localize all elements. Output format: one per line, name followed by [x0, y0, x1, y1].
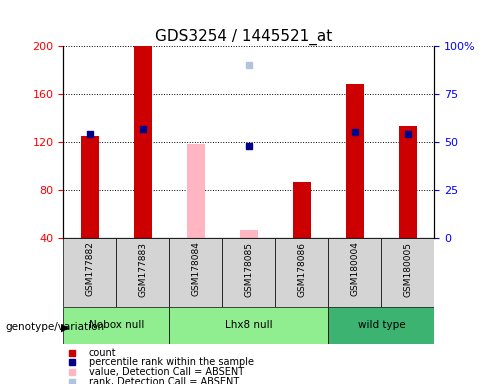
Text: GSM178084: GSM178084 [191, 242, 201, 296]
Text: GSM177883: GSM177883 [139, 242, 147, 296]
Bar [223, 238, 275, 307]
Bar [169, 307, 328, 344]
Bar [63, 307, 169, 344]
Text: GSM178086: GSM178086 [297, 242, 306, 296]
Text: Nobox null: Nobox null [89, 320, 144, 331]
Text: count: count [89, 348, 117, 358]
Bar [399, 126, 417, 238]
Bar [328, 238, 381, 307]
Bar [346, 84, 364, 238]
Bar [381, 238, 434, 307]
Text: GSM180005: GSM180005 [403, 242, 412, 296]
Text: GSM177882: GSM177882 [85, 242, 95, 296]
Text: Lhx8 null: Lhx8 null [225, 320, 273, 331]
Bar [240, 230, 258, 238]
Text: rank, Detection Call = ABSENT: rank, Detection Call = ABSENT [89, 377, 239, 384]
Text: wild type: wild type [358, 320, 405, 331]
Bar [63, 238, 117, 307]
Text: percentile rank within the sample: percentile rank within the sample [89, 357, 254, 367]
Text: GSM180004: GSM180004 [350, 242, 359, 296]
Text: GSM178085: GSM178085 [244, 242, 253, 296]
Text: value, Detection Call = ABSENT: value, Detection Call = ABSENT [89, 367, 244, 377]
Text: genotype/variation: genotype/variation [5, 322, 104, 332]
Bar [328, 307, 434, 344]
Bar [293, 182, 311, 238]
Bar [169, 238, 223, 307]
Bar [275, 238, 328, 307]
Bar [186, 144, 205, 238]
Text: GDS3254 / 1445521_at: GDS3254 / 1445521_at [155, 29, 333, 45]
Bar [134, 46, 152, 238]
Text: ▶: ▶ [61, 322, 69, 332]
Bar [117, 238, 169, 307]
Bar [81, 136, 99, 238]
